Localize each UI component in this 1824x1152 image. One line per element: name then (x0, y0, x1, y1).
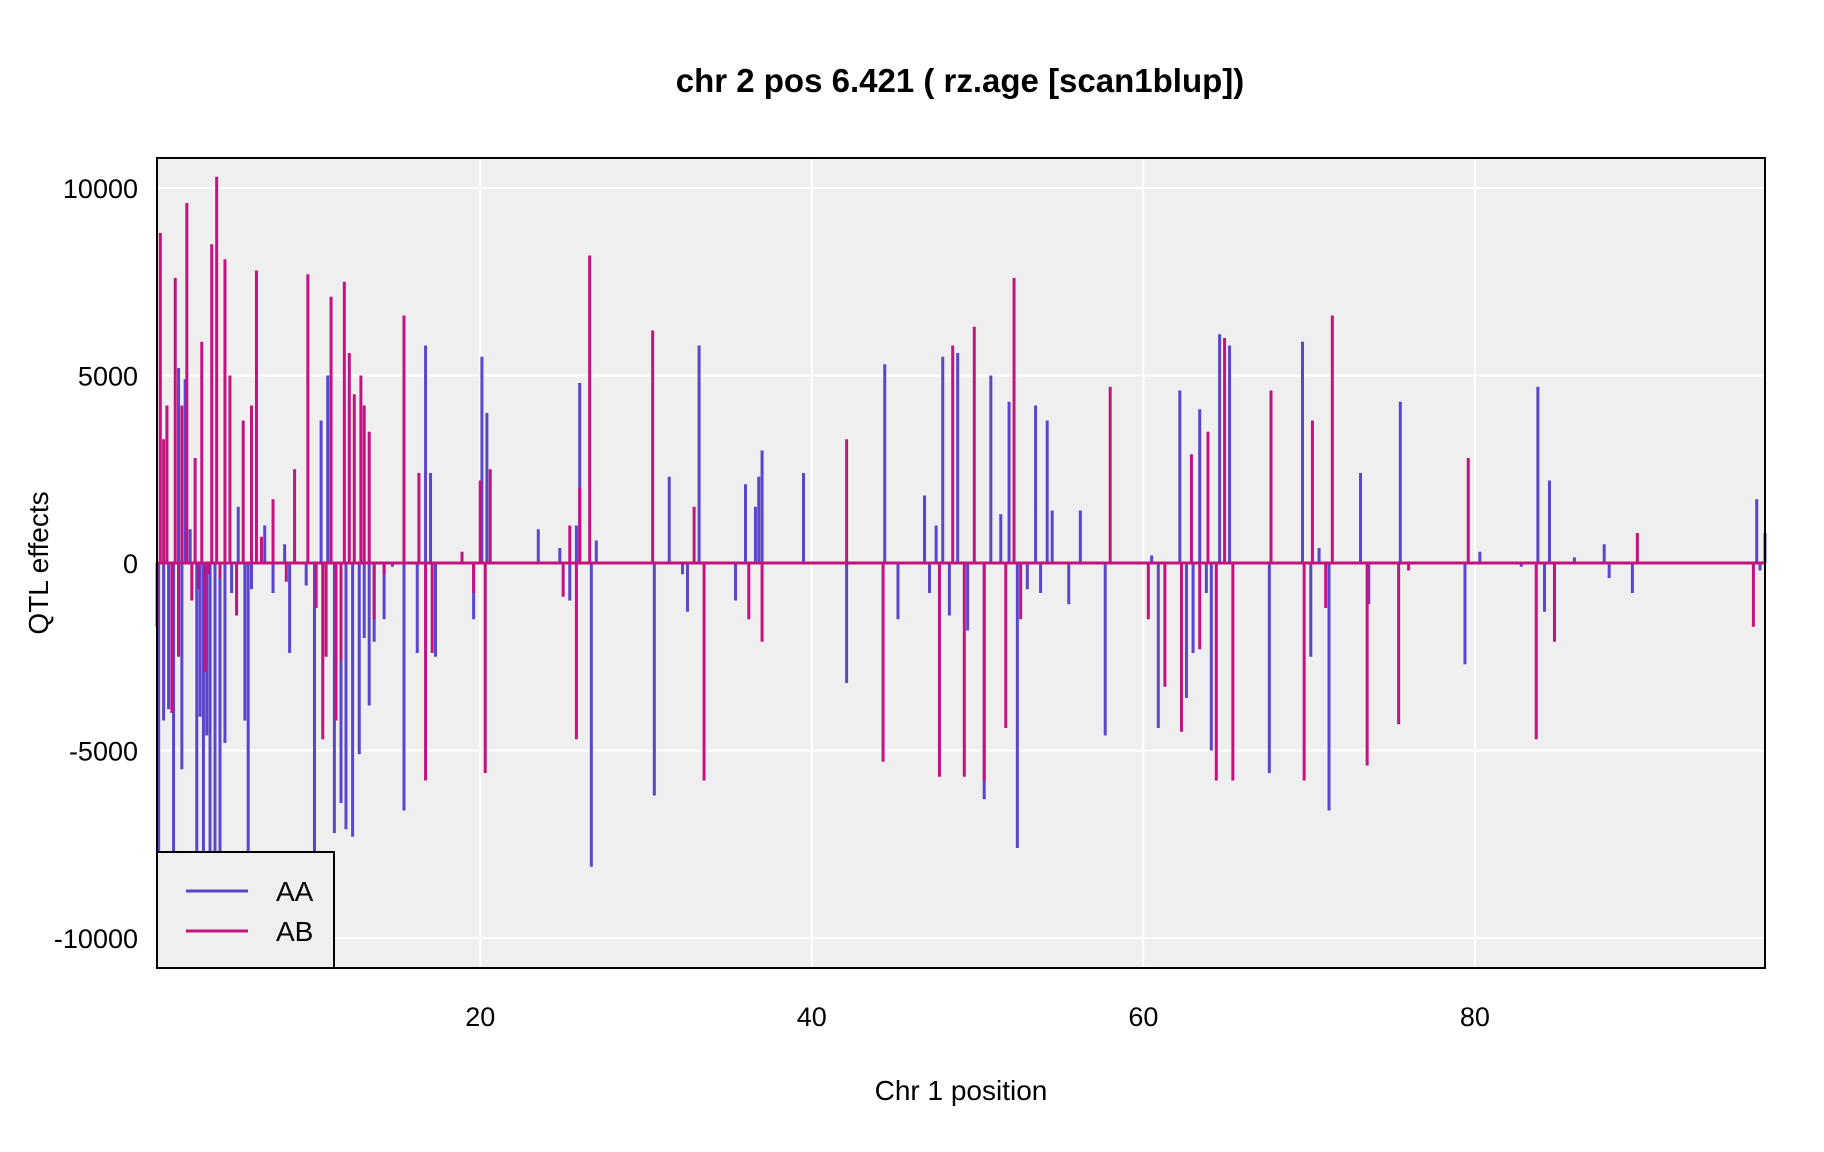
y-axis: -10000 -5000 0 5000 10000 (54, 174, 138, 954)
y-tick-label: -5000 (69, 737, 138, 767)
x-tick-label: 60 (1128, 1002, 1158, 1032)
y-axis-label: QTL effects (23, 491, 54, 634)
series-layer (155, 176, 1767, 867)
plot-border (156, 157, 1766, 969)
x-tick-label: 80 (1460, 1002, 1490, 1032)
x-axis: 20 40 60 80 (465, 1002, 1490, 1032)
series-ab (155, 176, 1765, 781)
chart-title: chr 2 pos 6.421 ( rz.age [scan1blup]) (676, 62, 1245, 99)
legend-label-aa: AA (276, 876, 314, 907)
y-tick-label: -10000 (54, 924, 138, 954)
y-tick-label: 10000 (63, 174, 138, 204)
y-tick-label: 0 (123, 549, 138, 579)
x-axis-label: Chr 1 position (875, 1075, 1048, 1106)
legend-box (156, 851, 335, 969)
x-tick-label: 40 (797, 1002, 827, 1032)
legend-label-ab: AB (276, 916, 313, 947)
legend: AA AB (156, 851, 335, 969)
x-tick-label: 20 (465, 1002, 495, 1032)
y-tick-label: 5000 (78, 362, 138, 392)
